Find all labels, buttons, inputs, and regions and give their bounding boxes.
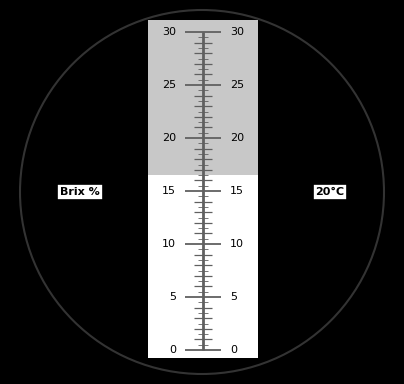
Bar <box>148 20 258 175</box>
Text: 25: 25 <box>162 80 176 90</box>
Circle shape <box>20 10 384 374</box>
Text: 10: 10 <box>230 239 244 249</box>
Bar <box>148 175 258 358</box>
Text: 25: 25 <box>230 80 244 90</box>
Text: 10: 10 <box>162 239 176 249</box>
Text: 30: 30 <box>162 27 176 37</box>
Text: 15: 15 <box>162 186 176 196</box>
Text: 5: 5 <box>169 292 176 302</box>
Text: 20: 20 <box>230 133 244 143</box>
Text: 20°C: 20°C <box>316 187 345 197</box>
Text: 15: 15 <box>230 186 244 196</box>
Text: Field of View: Field of View <box>18 350 99 360</box>
Text: 0: 0 <box>230 345 237 355</box>
Text: 5: 5 <box>230 292 237 302</box>
Text: Brix %: Brix % <box>60 187 100 197</box>
Text: 0: 0 <box>169 345 176 355</box>
Text: 30: 30 <box>230 27 244 37</box>
Text: 20: 20 <box>162 133 176 143</box>
